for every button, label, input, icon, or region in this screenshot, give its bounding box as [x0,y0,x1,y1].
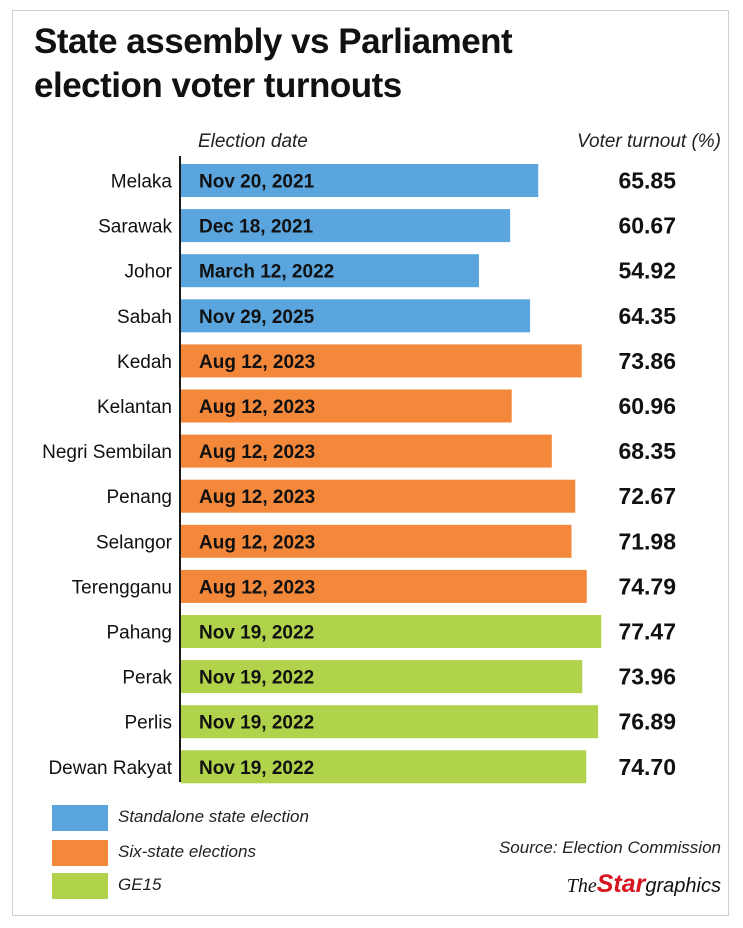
chart-title: State assembly vs Parliament election vo… [34,20,654,108]
value-label-penang: 72.67 [618,483,676,509]
bar-sabah [181,299,531,333]
date-label-pahang: Nov 19, 2022 [199,623,314,644]
category-label-kedah: Kedah [117,352,172,373]
election-date-header: Election date [198,131,308,152]
value-label-pahang: 77.47 [618,619,676,645]
bar-perak [181,660,583,694]
date-label-dewan-rakyat: Nov 19, 2022 [199,758,314,779]
category-label-selangor: Selangor [96,532,173,553]
title-line-1: State assembly vs Parliament [34,22,513,61]
category-label-melaka: Melaka [111,172,173,193]
logo-star: Star [596,870,646,898]
category-label-pahang: Pahang [106,623,172,644]
date-label-perlis: Nov 19, 2022 [199,713,314,734]
bar-dewan-rakyat [181,750,587,784]
category-label-kelantan: Kelantan [97,397,172,418]
date-label-selangor: Aug 12, 2023 [199,532,315,553]
date-label-penang: Aug 12, 2023 [199,487,315,508]
date-label-perak: Nov 19, 2022 [199,668,314,689]
logo-graphics: graphics [645,875,721,897]
category-label-sabah: Sabah [117,307,172,328]
bar-kelantan [181,389,512,423]
date-label-terengganu: Aug 12, 2023 [199,577,315,598]
value-label-selangor: 71.98 [618,528,676,554]
category-label-johor: Johor [124,262,172,283]
value-label-kedah: 73.86 [618,348,676,374]
legend-swatch-standalone [52,805,108,831]
value-label-kelantan: 60.96 [618,393,676,419]
y-axis-line [179,156,181,782]
bar-terengganu [181,569,587,603]
value-label-sabah: 64.35 [618,303,676,329]
date-label-kedah: Aug 12, 2023 [199,352,315,373]
legend-swatch-six-state [52,840,108,866]
legend-label-six-state: Six-state elections [118,842,256,861]
category-label-dewan-rakyat: Dewan Rakyat [48,758,172,779]
category-label-sarawak: Sarawak [98,217,172,238]
category-label-perak: Perak [122,668,172,689]
legend-swatch-ge15 [52,873,108,899]
value-label-johor: 54.92 [618,258,676,284]
bar-negri-sembilan [181,434,552,468]
bar-sarawak [181,209,511,243]
legend-label-standalone: Standalone state election [118,807,309,826]
value-label-negri-sembilan: 68.35 [618,438,676,464]
date-label-sarawak: Dec 18, 2021 [199,217,314,238]
category-label-penang: Penang [106,487,172,508]
bar-perlis [181,705,599,739]
category-label-terengganu: Terengganu [72,577,172,598]
bar-chart: Melaka Nov 20, 2021 65.85 Sarawak Dec 18, 20… [42,164,676,784]
value-label-dewan-rakyat: 74.70 [618,754,676,780]
bar-pahang [181,615,602,648]
bar-selangor [181,524,572,558]
bar-melaka [181,164,539,197]
value-label-perak: 73.96 [618,664,676,690]
date-label-johor: March 12, 2022 [199,262,334,283]
value-label-melaka: 65.85 [618,168,676,194]
source-note: Source: Election Commission [498,838,721,857]
bar-johor [181,254,479,288]
bar-penang [181,479,576,513]
date-label-sabah: Nov 29, 2025 [199,307,315,328]
voter-turnout-header: Voter turnout (%) [577,131,721,152]
thestar-graphics-logo: TheStargraphics [567,870,721,899]
value-label-sarawak: 60.67 [618,213,676,239]
legend-label-ge15: GE15 [118,875,162,894]
date-label-negri-sembilan: Aug 12, 2023 [199,442,315,463]
title-line-2: election voter turnouts [34,66,402,105]
value-label-terengganu: 74.79 [618,573,676,599]
chart-frame [12,10,729,916]
bar-kedah [181,344,582,378]
value-label-perlis: 76.89 [618,709,676,735]
date-label-melaka: Nov 20, 2021 [199,172,315,193]
category-label-perlis: Perlis [124,713,172,734]
date-label-kelantan: Aug 12, 2023 [199,397,315,418]
logo-the: The [566,875,597,897]
category-label-negri-sembilan: Negri Sembilan [42,442,172,463]
